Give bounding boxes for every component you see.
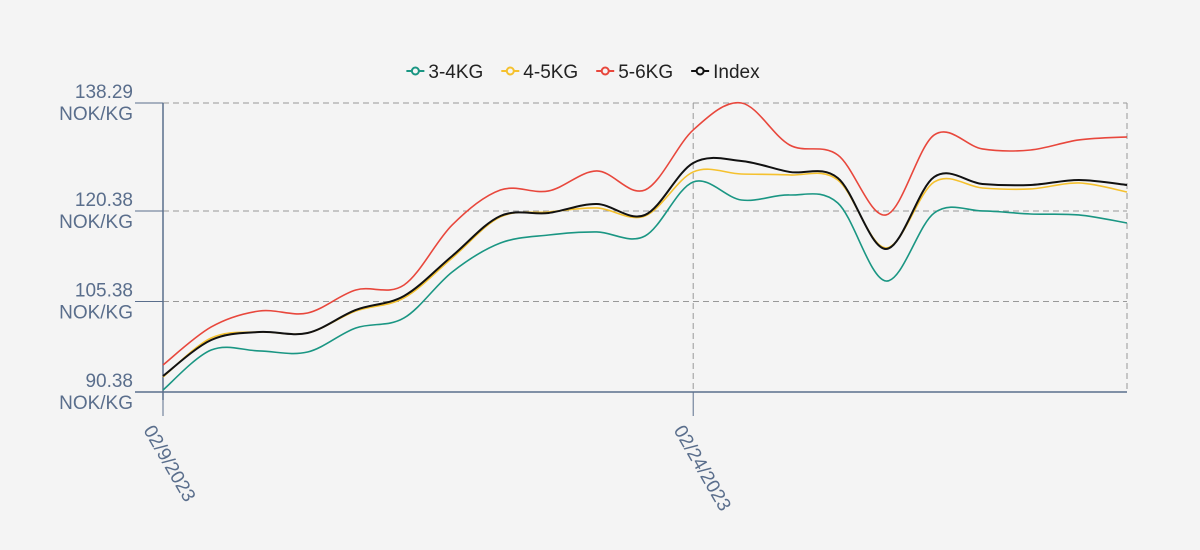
legend-marker — [410, 66, 420, 76]
y-tick-label: 105.38 NOK/KG — [59, 281, 133, 324]
legend-marker — [695, 66, 705, 76]
legend-label: Index — [713, 62, 760, 83]
legend-marker — [505, 66, 515, 76]
series-line — [162, 156, 1128, 377]
legend: 3-4KG 4-5KG 5-6KG Index — [406, 62, 760, 83]
y-tick-label: 90.38 NOK/KG — [59, 371, 133, 414]
legend-label: 4-5KG — [523, 62, 578, 83]
legend-marker — [600, 66, 610, 76]
series-line — [162, 180, 1128, 391]
series-line — [162, 102, 1128, 366]
legend-label: 3-4KG — [428, 62, 483, 83]
y-tick-label: 138.29 NOK/KG — [59, 82, 133, 125]
legend-label: 5-6KG — [618, 62, 673, 83]
y-tick-label: 120.38 NOK/KG — [59, 190, 133, 233]
